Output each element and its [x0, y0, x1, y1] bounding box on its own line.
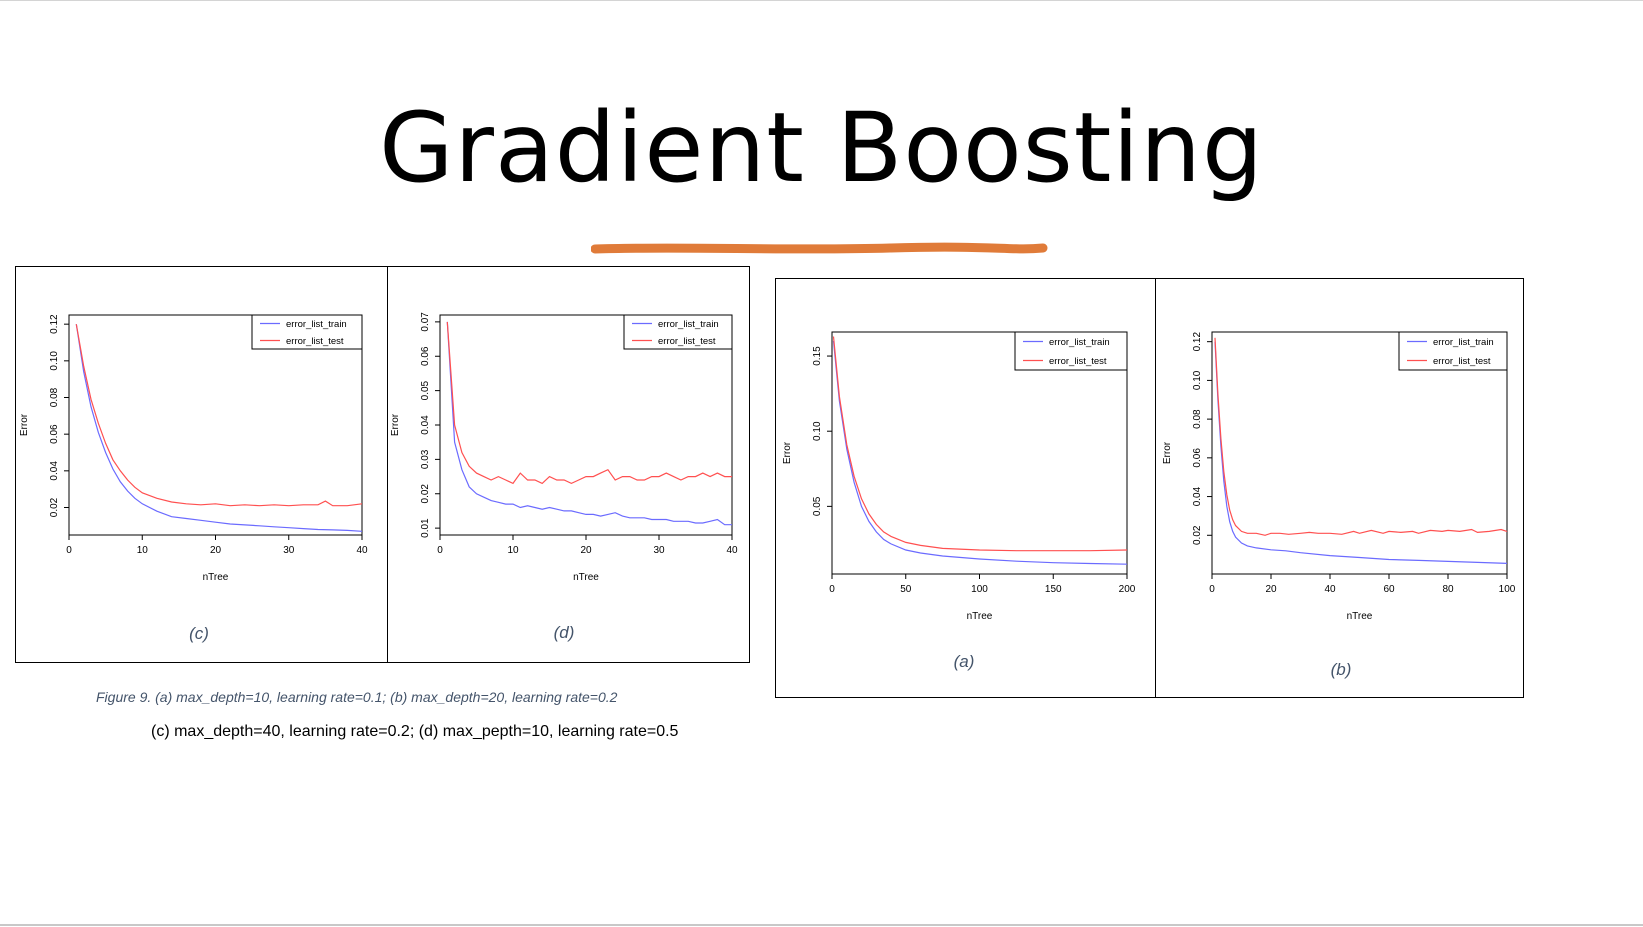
legend-label: error_list_test	[286, 336, 344, 347]
y-tick-label: 0.10	[812, 421, 823, 441]
y-tick-label: 0.04	[420, 415, 431, 435]
y-tick-label: 0.04	[1192, 486, 1203, 506]
y-tick-label: 0.07	[420, 312, 431, 332]
legend-box	[251, 314, 363, 350]
series-line-error-list-test	[832, 336, 1128, 552]
bottom-rule	[0, 924, 1643, 926]
plot-b: 0 20 40 60 80 100 0.02 0.04 0.06 0.08 0.10 0.12 nTre…	[1162, 331, 1516, 622]
x-axis-label: nTree	[573, 572, 599, 583]
series-line-error-list-train	[1214, 341, 1508, 564]
y-tick-label: 0.05	[420, 380, 431, 400]
y-tick-label: 0.06	[49, 424, 60, 444]
x-tick-label: 40	[726, 545, 738, 556]
plot-d: 0 10 20 30 40 0.01 0.02 0.03 0.04 0.05 0.06 0.07 nTr…	[390, 312, 738, 583]
figure-divider-right	[1155, 278, 1156, 697]
x-tick-label: 100	[1499, 584, 1516, 595]
x-axis-label: nTree	[967, 611, 993, 622]
x-tick-label: 80	[1442, 584, 1454, 595]
y-tick-label: 0.05	[812, 496, 823, 516]
x-tick-label: 20	[210, 545, 222, 556]
y-axis-label: Error	[782, 441, 793, 464]
legend-label: error_list_train	[1049, 337, 1110, 348]
x-tick-label: 40	[356, 545, 368, 556]
legend-label: error_list_train	[658, 319, 719, 330]
series-line-error-list-train	[75, 324, 363, 532]
x-axis-label: nTree	[1347, 611, 1373, 622]
plot-box-b	[1211, 331, 1508, 575]
y-tick-label: 0.06	[1192, 448, 1203, 468]
panel-label-a: (a)	[953, 652, 975, 671]
series-line-error-list-test	[446, 321, 732, 485]
y-tick-label: 0.04	[49, 461, 60, 481]
y-tick-label: 0.15	[812, 346, 823, 366]
x-tick-label: 10	[507, 545, 519, 556]
y-axis-label: Error	[1162, 441, 1173, 464]
y-tick-label: 0.01	[420, 518, 431, 538]
series-line-error-list-test	[75, 324, 363, 507]
slide-title: Gradient Boosting	[379, 92, 1264, 204]
x-tick-label: 150	[1045, 584, 1062, 595]
x-tick-label: 20	[1265, 584, 1277, 595]
plot-a: 0 50 100 150 200 0.05 0.10 0.15 nTree Error error_…	[782, 331, 1136, 622]
plot-c: 0 10 20 30 40 0.02 0.04 0.06 0.08 0.10 0.12 nTree Er…	[19, 314, 368, 583]
legend-box	[623, 314, 733, 350]
y-tick-label: 0.02	[420, 484, 431, 504]
title-underline	[591, 242, 1048, 254]
legend-label: error_list_test	[1433, 356, 1491, 367]
series-line-error-list-train	[832, 340, 1128, 565]
x-tick-label: 60	[1383, 584, 1395, 595]
x-tick-label: 0	[66, 545, 72, 556]
panel-label-c: (c)	[189, 624, 209, 643]
y-tick-label: 0.12	[49, 314, 60, 334]
x-tick-label: 0	[1209, 584, 1215, 595]
y-tick-label: 0.02	[49, 497, 60, 517]
x-tick-label: 200	[1119, 584, 1136, 595]
x-axis-label: nTree	[203, 572, 229, 583]
x-tick-label: 20	[580, 545, 592, 556]
y-tick-label: 0.12	[1192, 332, 1203, 352]
x-tick-label: 40	[1324, 584, 1336, 595]
x-tick-label: 0	[829, 584, 835, 595]
panel-label-d: (d)	[553, 623, 575, 642]
legend-label: error_list_test	[658, 336, 716, 347]
y-tick-label: 0.10	[49, 351, 60, 371]
y-tick-label: 0.08	[49, 387, 60, 407]
panel-label-b: (b)	[1330, 660, 1352, 679]
x-tick-label: 30	[653, 545, 665, 556]
y-tick-label: 0.03	[420, 449, 431, 469]
top-rule	[0, 0, 1643, 1]
x-tick-label: 30	[283, 545, 295, 556]
figure-caption-continuation: (c) max_depth=40, learning rate=0.2; (d)…	[151, 723, 679, 740]
legend-label: error_list_train	[286, 319, 347, 330]
y-tick-label: 0.02	[1192, 525, 1203, 545]
series-line-error-list-test	[1214, 337, 1508, 536]
series-line-error-list-train	[446, 321, 732, 526]
legend-label: error_list_test	[1049, 356, 1107, 367]
x-tick-label: 10	[137, 545, 149, 556]
y-tick-label: 0.08	[1192, 409, 1203, 429]
legend-box	[1014, 331, 1128, 371]
legend-label: error_list_train	[1433, 337, 1494, 348]
x-tick-label: 50	[900, 584, 912, 595]
figure-caption: Figure 9. (a) max_depth=10, learning rat…	[96, 689, 618, 705]
y-axis-label: Error	[19, 413, 30, 436]
y-axis-label: Error	[390, 413, 401, 436]
x-tick-label: 0	[437, 545, 443, 556]
y-tick-label: 0.06	[420, 346, 431, 366]
figure-divider-left	[387, 266, 388, 662]
legend-box	[1398, 331, 1508, 371]
y-tick-label: 0.10	[1192, 370, 1203, 390]
x-tick-label: 100	[971, 584, 988, 595]
